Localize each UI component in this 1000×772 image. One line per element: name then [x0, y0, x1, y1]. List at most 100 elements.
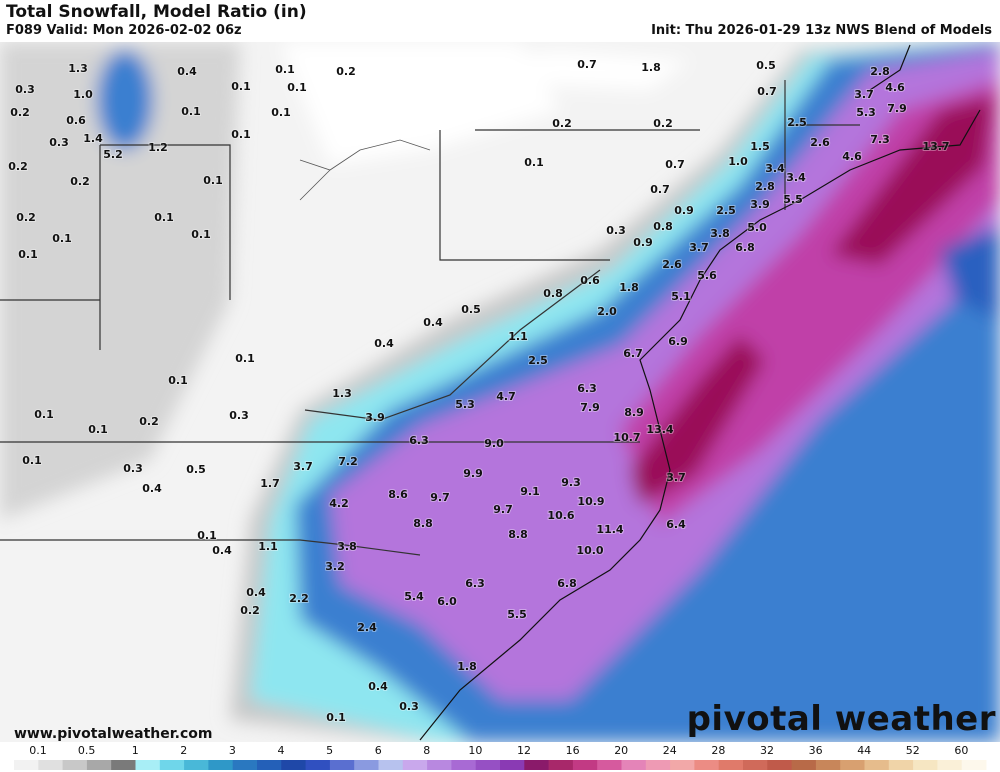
snow-label: 10.6	[547, 509, 574, 522]
legend-swatch	[621, 760, 647, 770]
legend-swatch	[743, 760, 768, 770]
snow-label: 0.1	[168, 374, 188, 387]
snow-label: 6.4	[666, 518, 686, 531]
snow-label: 0.1	[191, 228, 211, 241]
snow-label: 2.4	[357, 621, 377, 634]
snow-label: 5.4	[404, 590, 424, 603]
legend-swatch	[86, 760, 112, 770]
legend-tick-label: 12	[517, 744, 531, 757]
snow-label: 6.9	[668, 335, 688, 348]
snow-ocean-blue	[940, 225, 1000, 320]
snow-labels: 1.3 0.4 0.1 0.2 0.3 1.0 0.1 0.1 0.7 1.8 0.5 2.8 0.2 0…	[7, 57, 950, 725]
legend-swatch	[354, 760, 379, 770]
snow-label: 2.8	[870, 65, 890, 78]
snow-label: 5.0	[747, 221, 767, 234]
snow-label: 6.0	[437, 595, 457, 608]
snow-label: 1.8	[619, 281, 639, 294]
legend-swatch	[257, 760, 282, 770]
snow-label: 0.1	[231, 128, 251, 141]
legend-swatch	[38, 760, 64, 770]
snow-label: 0.4	[212, 544, 232, 557]
snow-label: 0.1	[235, 352, 255, 365]
snow-label: 3.7	[293, 460, 313, 473]
snow-label: 1.0	[728, 155, 748, 168]
snow-label: 0.1	[326, 711, 346, 724]
snow-label: 1.1	[258, 540, 278, 553]
snow-label: 0.5	[186, 463, 206, 476]
snow-max-ne	[830, 95, 995, 265]
snow-label: 2.6	[662, 258, 682, 271]
legend-swatch	[791, 760, 817, 770]
snow-label: 1.3	[332, 387, 352, 400]
snow-label: 0.2	[8, 160, 28, 173]
legend-swatch	[184, 760, 209, 770]
coastline	[419, 44, 981, 741]
map-title: Total Snowfall, Model Ratio (in)	[6, 2, 307, 22]
legend-tick-label: 60	[954, 744, 968, 757]
legend-swatch	[62, 760, 88, 770]
legend-tick-label: 8	[423, 744, 430, 757]
snow-label: 0.1	[231, 80, 251, 93]
legend-tick-label: 20	[614, 744, 628, 757]
snow-label: 5.1	[671, 290, 691, 303]
legend-swatch	[402, 760, 428, 770]
snow-label: 6.8	[735, 241, 755, 254]
snow-label: 6.3	[409, 434, 429, 447]
snow-label: 0.2	[16, 211, 36, 224]
snow-label: 1.4	[83, 132, 103, 145]
legend-swatch	[427, 760, 452, 770]
snow-label: 3.4	[765, 162, 785, 175]
logo: pivotal weather	[687, 699, 996, 739]
snow-label: 3.7	[854, 88, 874, 101]
snow-label: 0.1	[18, 248, 38, 261]
snow-label: 0.9	[674, 204, 694, 217]
snow-label: 0.8	[653, 220, 673, 233]
snow-label: 5.3	[455, 398, 475, 411]
snow-label: 13.4	[646, 423, 673, 436]
snow-label: 1.8	[641, 61, 661, 74]
snow-label: 0.5	[756, 59, 776, 72]
legend-swatch	[159, 760, 185, 770]
snow-label: 7.3	[870, 133, 890, 146]
snow-label: 0.1	[52, 232, 72, 245]
snow-label: 0.1	[88, 423, 108, 436]
snow-label: 7.9	[580, 401, 600, 414]
snow-label: 3.7	[689, 241, 709, 254]
snow-label: 2.5	[528, 354, 548, 367]
snow-label: 0.2	[653, 117, 673, 130]
snow-label: 11.4	[596, 523, 623, 536]
snow-label: 0.3	[229, 409, 249, 422]
snow-label: 9.0	[484, 437, 504, 450]
snow-label: 6.8	[557, 577, 577, 590]
snow-label: 9.1	[520, 485, 540, 498]
snow-label: 0.1	[197, 529, 217, 542]
snow-label: 1.3	[68, 62, 88, 75]
lake-effect	[97, 50, 153, 150]
lake-shore	[299, 139, 431, 201]
snow-label: 1.5	[750, 140, 770, 153]
snow-label: 0.4	[246, 586, 266, 599]
site-url: www.pivotalweather.com	[14, 726, 213, 742]
snow-label: 0.2	[336, 65, 356, 78]
legend-swatch	[135, 760, 161, 770]
snow-label: 4.6	[885, 81, 905, 94]
snow-label: 0.2	[552, 117, 572, 130]
legend-swatch	[451, 760, 477, 770]
legend-swatch	[548, 760, 574, 770]
legend-tick-label: 44	[857, 744, 871, 757]
snow-label: 2.6	[810, 136, 830, 149]
snow-label: 2.8	[755, 180, 775, 193]
snow-label: 0.4	[142, 482, 162, 495]
legend-tick-label: 24	[663, 744, 677, 757]
legend-swatch	[694, 760, 720, 770]
borders	[0, 44, 981, 741]
snow-label: 6.3	[577, 382, 597, 395]
snow-label: 10.7	[613, 431, 640, 444]
snow-label: 0.4	[177, 65, 197, 78]
snow-label: 0.1	[524, 156, 544, 169]
snow-label: 0.4	[368, 680, 388, 693]
legend-swatch	[208, 760, 234, 770]
snow-label: 2.5	[716, 204, 736, 217]
